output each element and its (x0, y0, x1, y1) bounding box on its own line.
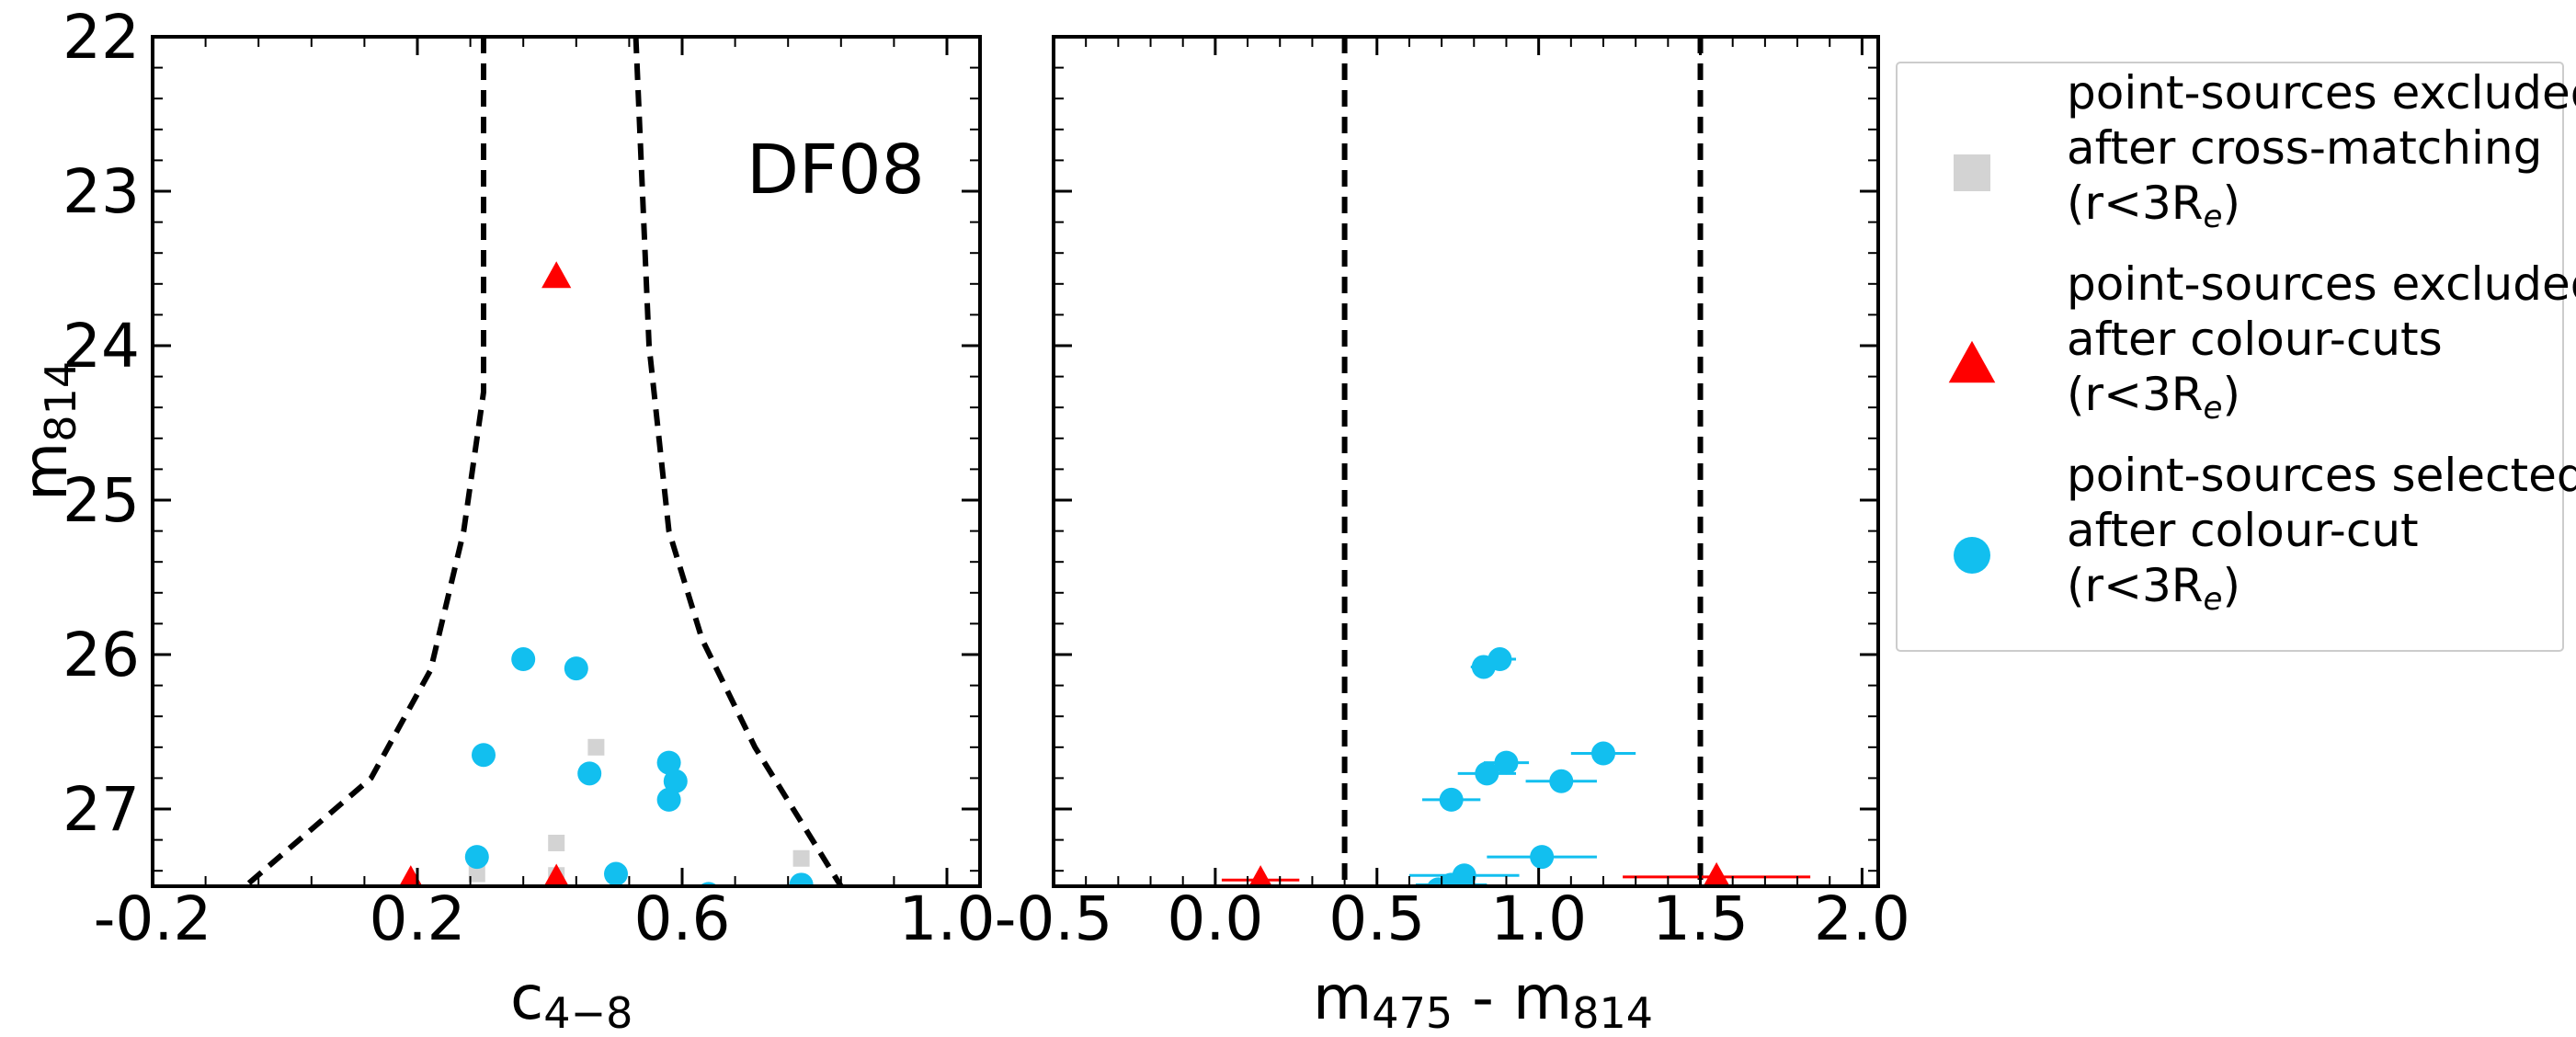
excluded_colour-point (543, 863, 569, 886)
x-tick-label: 1.5 (1652, 883, 1749, 954)
selected-point (656, 787, 681, 812)
legend-entry-radius: (r<3Re) (2067, 368, 2240, 427)
x-tick-label: 0.0 (1167, 883, 1263, 954)
y-tick-label: 25 (63, 465, 140, 536)
right-colour-cut-lines (1341, 37, 1704, 886)
right-ticks (1052, 35, 1878, 886)
legend-marker-square (1954, 154, 1990, 191)
selected-point (789, 872, 814, 886)
y-tick-label: 26 (63, 620, 140, 690)
left-panel: -0.2 0.2 0.6 1.0 22 23 24 25 26 27 DF08 c4−8 m81… (10, 2, 995, 1037)
x-tick-label: 0.2 (370, 883, 466, 954)
selected-point (604, 861, 628, 886)
selected-point (1471, 655, 1496, 679)
legend-marker-circle (1954, 537, 1990, 574)
legend-entry-text: after colour-cut (2067, 504, 2419, 557)
legend-entry-text: after colour-cuts (2067, 313, 2443, 366)
y-tick-label: 24 (63, 311, 140, 382)
left-data-points (399, 261, 814, 886)
right-plot-frame (1052, 35, 1880, 888)
legend-entry-text: point-sources excluded (2067, 66, 2576, 120)
x-tick-label: -0.2 (94, 883, 212, 954)
selected-point (1475, 761, 1499, 786)
selected-point (564, 656, 588, 681)
selected-point (464, 845, 489, 870)
excluded_colour-point (541, 261, 572, 289)
x-tick-label: 1.0 (1490, 883, 1587, 954)
y-tick-labels: 22 23 24 25 26 27 (63, 2, 140, 845)
x-tick-label: 2.0 (1814, 883, 1910, 954)
selected-point (511, 647, 536, 672)
selected-point (1530, 845, 1555, 870)
x-tick-label: 0.5 (1328, 883, 1425, 954)
selected-point (1591, 741, 1615, 766)
selected-point (656, 750, 681, 775)
excluded_colour-point (1703, 861, 1730, 886)
selected-point (1549, 769, 1574, 793)
left-boundary-curves (243, 37, 844, 886)
excluded_crossmatch-point (468, 865, 485, 883)
excluded_crossmatch-point (548, 834, 565, 851)
excluded_crossmatch-point (792, 849, 810, 867)
right-panel: -0.5 0.0 0.5 1.0 1.5 2.0 m475 - m814 (995, 35, 1910, 1037)
y-tick-label: 27 (63, 774, 140, 845)
right-data-points (1221, 647, 1811, 886)
selected-point (472, 743, 496, 768)
y-tick-label: 23 (63, 156, 140, 227)
selected-point (1427, 877, 1451, 886)
y-tick-label: 22 (63, 2, 140, 73)
selected-point (663, 769, 688, 793)
panel-annotation: DF08 (747, 131, 925, 210)
excluded_colour-point (1248, 865, 1272, 886)
right-x-tick-labels: -0.5 0.0 0.5 1.0 1.5 2.0 (995, 883, 1910, 954)
left-plot-frame (151, 35, 982, 888)
x-tick-label: 0.6 (634, 883, 731, 954)
selected-point (1494, 750, 1519, 775)
legend-marker-triangle (1948, 340, 1996, 383)
legend-entry-text: point-sources excluded (2067, 257, 2576, 311)
right-x-axis-title: m475 - m814 (1313, 963, 1653, 1037)
legend-entry-radius: (r<3Re) (2067, 177, 2240, 235)
left-x-tick-labels: -0.2 0.2 0.6 1.0 (94, 883, 996, 954)
legend-entry-text: point-sources selected (2067, 449, 2576, 502)
boundary-curve-2 (633, 37, 844, 886)
legend-entry-radius: (r<3Re) (2067, 559, 2240, 618)
legend-entry-text: after cross-matching (2067, 121, 2542, 175)
x-tick-label: 1.0 (899, 883, 996, 954)
left-x-axis-title: c4−8 (510, 963, 633, 1037)
selected-point (1439, 787, 1464, 812)
boundary-curve-1 (243, 37, 486, 886)
excluded_crossmatch-point (587, 738, 605, 756)
left-ticks (151, 35, 980, 886)
selected-point (577, 761, 602, 786)
legend-box (1896, 62, 2564, 652)
y-axis-title: m814 (10, 361, 85, 501)
x-tick-label: -0.5 (995, 883, 1113, 954)
